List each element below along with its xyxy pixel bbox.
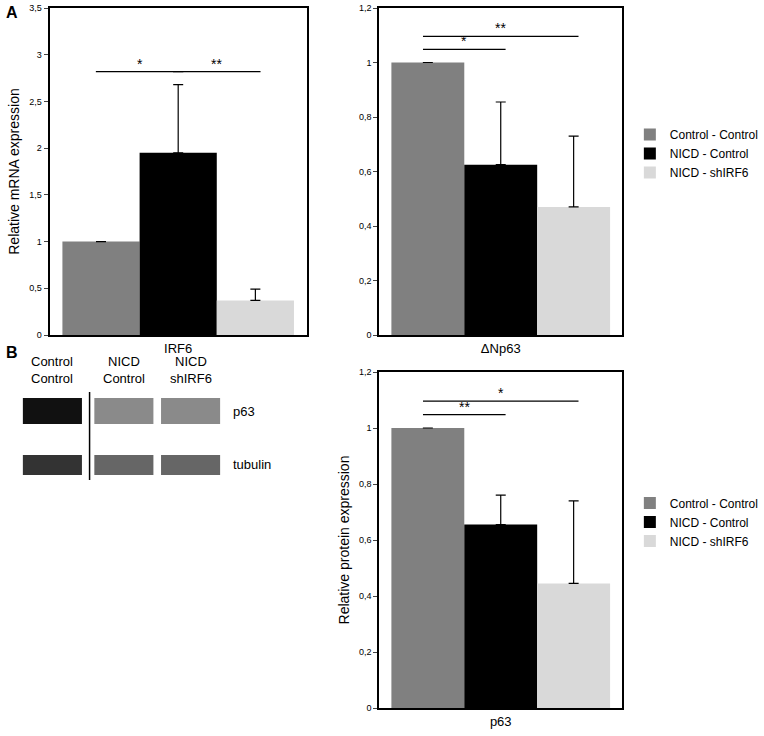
svg-text:1: 1 <box>366 423 371 433</box>
svg-text:1: 1 <box>366 58 371 68</box>
svg-text:NICD - shIRF6: NICD - shIRF6 <box>670 166 749 180</box>
svg-text:**: ** <box>495 20 506 36</box>
svg-text:Control - Control: Control - Control <box>670 497 758 511</box>
svg-text:NICD - Control: NICD - Control <box>670 516 749 530</box>
svg-text:Relative mRNA expression: Relative mRNA expression <box>6 88 22 255</box>
svg-text:0,4: 0,4 <box>359 221 372 231</box>
svg-text:Control - Control: Control - Control <box>670 128 758 142</box>
svg-text:2,5: 2,5 <box>29 97 42 107</box>
svg-text:NICD - Control: NICD - Control <box>670 147 749 161</box>
svg-text:ControlControl: ControlControl <box>31 354 73 386</box>
svg-text:**: ** <box>459 399 470 415</box>
svg-text:0,6: 0,6 <box>359 535 372 545</box>
svg-text:Relative protein expression: Relative protein expression <box>336 456 352 625</box>
svg-text:2: 2 <box>37 143 42 153</box>
svg-text:3,5: 3,5 <box>29 3 42 13</box>
svg-text:1,2: 1,2 <box>359 367 372 377</box>
svg-text:0,4: 0,4 <box>359 591 372 601</box>
svg-text:NICD - shIRF6: NICD - shIRF6 <box>670 535 749 549</box>
svg-text:p63: p63 <box>490 714 512 729</box>
svg-text:*: * <box>498 385 504 401</box>
svg-text:A: A <box>6 4 18 21</box>
svg-text:tubulin: tubulin <box>233 457 271 472</box>
svg-text:0,2: 0,2 <box>359 647 372 657</box>
svg-text:0: 0 <box>366 703 371 713</box>
svg-text:1,2: 1,2 <box>359 3 372 13</box>
svg-text:1: 1 <box>37 237 42 247</box>
svg-text:ΔNp63: ΔNp63 <box>481 341 521 356</box>
svg-text:IRF6: IRF6 <box>164 341 192 356</box>
svg-text:NICDshIRF6: NICDshIRF6 <box>170 354 212 386</box>
svg-text:0,2: 0,2 <box>359 276 372 286</box>
svg-text:p63: p63 <box>233 404 255 419</box>
svg-text:0: 0 <box>366 330 371 340</box>
svg-text:1,5: 1,5 <box>29 190 42 200</box>
svg-text:*: * <box>137 56 143 72</box>
svg-text:0,8: 0,8 <box>359 479 372 489</box>
svg-text:*: * <box>461 33 467 49</box>
svg-text:NICDControl: NICDControl <box>103 354 145 386</box>
svg-text:0,6: 0,6 <box>359 167 372 177</box>
svg-text:3: 3 <box>37 50 42 60</box>
svg-text:**: ** <box>211 56 222 72</box>
svg-text:B: B <box>6 344 18 361</box>
svg-text:0: 0 <box>37 330 42 340</box>
svg-text:0,8: 0,8 <box>359 112 372 122</box>
svg-text:0,5: 0,5 <box>29 283 42 293</box>
